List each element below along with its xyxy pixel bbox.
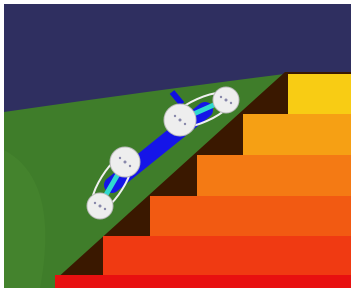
step xyxy=(103,236,351,275)
step xyxy=(243,114,351,155)
scene xyxy=(0,0,355,292)
step xyxy=(288,74,351,114)
step xyxy=(197,155,351,196)
step xyxy=(55,275,351,288)
step xyxy=(150,196,351,236)
